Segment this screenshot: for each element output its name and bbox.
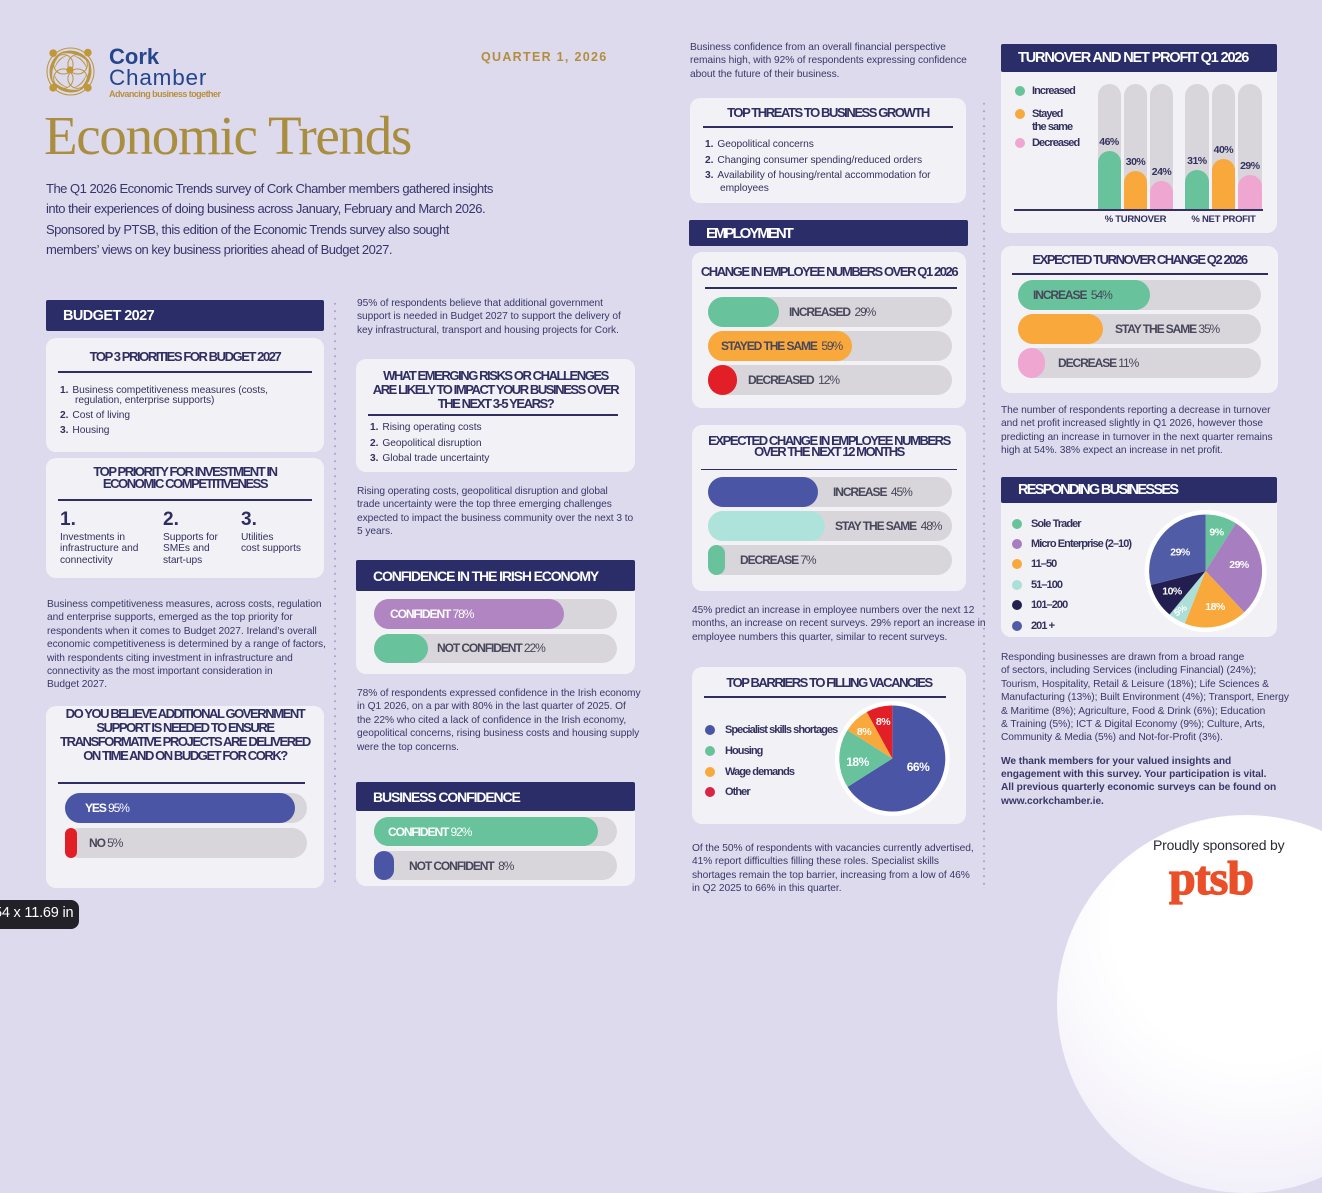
svg-text:9%: 9% xyxy=(1209,527,1224,539)
svg-text:8%: 8% xyxy=(857,726,872,738)
svg-text:29%: 29% xyxy=(1229,559,1250,571)
svg-text:18%: 18% xyxy=(846,755,869,769)
svg-text:18%: 18% xyxy=(1205,601,1226,613)
svg-text:10%: 10% xyxy=(1162,586,1183,598)
svg-text:66%: 66% xyxy=(907,760,930,774)
svg-text:29%: 29% xyxy=(1170,547,1191,559)
svg-text:8%: 8% xyxy=(876,716,891,728)
